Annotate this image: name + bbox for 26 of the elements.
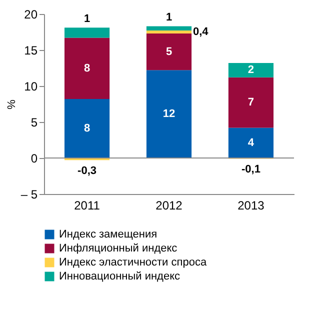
y-tick-label: 5 — [30, 116, 38, 130]
x-tick-label: 2013 — [238, 198, 265, 212]
data-label: -0,3 — [78, 164, 97, 177]
data-label: 1 — [84, 13, 90, 26]
x-tick-label: 2011 — [74, 198, 100, 212]
data-label: 4 — [248, 136, 255, 149]
y-tick-label: 20 — [24, 8, 38, 22]
data-label: 8 — [84, 62, 90, 74]
data-label: 7 — [248, 96, 254, 109]
data-label: 2 — [248, 64, 254, 76]
data-label: 12 — [162, 108, 176, 120]
y-axis-title: % — [6, 99, 18, 110]
legend-label: Индекс замещения — [59, 228, 158, 240]
data-label: 0,4 — [193, 26, 210, 38]
legend-label: Инновационный индекс — [59, 270, 181, 282]
legend-label: Инфляционный индекс — [59, 242, 178, 254]
y-tick-label: 10 — [24, 80, 38, 94]
data-label: 5 — [166, 46, 172, 58]
y-tick-label: 0 — [30, 152, 38, 166]
y-tick-label: – 5 — [20, 188, 38, 202]
data-label: 1 — [166, 12, 172, 24]
x-tick-label: 2012 — [156, 198, 183, 212]
legend-label: Индекс эластичности спроса — [59, 256, 208, 268]
y-tick-label: 15 — [24, 44, 38, 58]
data-label: -0,1 — [241, 164, 260, 176]
data-label: 8 — [84, 122, 90, 134]
